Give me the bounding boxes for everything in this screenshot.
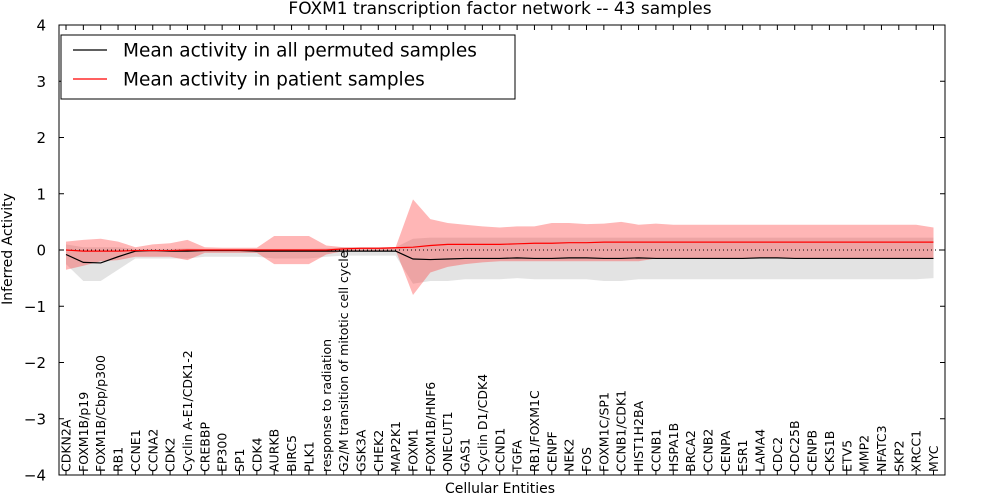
x-tick-label: GAS1 [458, 438, 473, 472]
x-tick-label: ETV5 [839, 440, 854, 472]
x-tick-label: BIRC5 [284, 435, 299, 472]
band-permuted [66, 237, 934, 284]
x-tick-label: CDKN2A [59, 419, 74, 472]
y-axis: 4 3 2 1 0 −1 −2 −3 −4 [24, 17, 945, 485]
y-tick-label: 1 [36, 185, 46, 203]
x-tick-label: FOXM1B/p19 [76, 392, 91, 472]
x-tick-label: RB1/FOXM1C [527, 390, 542, 472]
x-tick-label: CCNB2 [700, 429, 715, 472]
x-tick-label: FOXM1 [406, 428, 421, 472]
x-tick-label: CENPB [805, 430, 820, 472]
x-tick-label: EP300 [215, 433, 230, 472]
x-tick-label: response to radiation [319, 339, 334, 472]
x-tick-label: CDC2 [770, 437, 785, 472]
x-tick-label: GSK3A [353, 429, 368, 472]
x-axis: CDKN2A FOXM1B/p19 FOXM1B/Cbp/p300 RB1 CCNE1 C… [59, 25, 941, 475]
x-tick-label: CCNB1/CDK1 [614, 390, 629, 472]
x-axis-label: Cellular Entities [445, 481, 555, 497]
x-tick-label: CCNA2 [145, 429, 160, 472]
x-tick-label: CKS1B [822, 431, 837, 472]
x-tick-label: CCNB1 [648, 429, 663, 472]
x-tick-label: CCND1 [492, 428, 507, 472]
x-tick-label: CDK4 [249, 437, 264, 472]
y-axis-label: Inferred Activity [0, 193, 16, 305]
confidence-bands [66, 199, 934, 295]
x-tick-label: CDK2 [163, 437, 178, 472]
series-line-patient [65, 241, 934, 252]
x-tick-label: FOS [579, 447, 594, 472]
y-tick-label: 3 [36, 73, 46, 91]
y-tick-label: 2 [36, 129, 46, 147]
x-tick-label: MMP2 [857, 435, 872, 472]
x-tick-label: Cyclin D1/CDK4 [475, 374, 490, 472]
legend: Mean activity in all permuted samples Me… [60, 34, 516, 100]
series-lines [65, 241, 934, 264]
x-tick-label: FOXM1B/HNF6 [423, 382, 438, 472]
x-tick-label: ONECUT1 [440, 411, 455, 472]
chart-title: FOXM1 transcription factor network -- 43… [288, 0, 711, 19]
y-tick-label: −2 [24, 354, 46, 372]
x-tick-label: FOXM1C/SP1 [596, 392, 611, 472]
y-tick-label: 0 [36, 242, 46, 260]
x-tick-label: NEK2 [562, 439, 577, 472]
x-tick-label: MAP2K1 [388, 421, 403, 472]
x-tick-label: G2/M transition of mitotic cell cycle [336, 250, 351, 472]
x-tick-label: SP1 [232, 449, 247, 472]
x-tick-label: RB1 [111, 447, 126, 472]
y-tick-label: −1 [24, 298, 46, 316]
band-patient [66, 199, 934, 295]
y-tick-label: −4 [24, 467, 46, 485]
x-tick-label: TGFA [510, 440, 525, 473]
x-tick-label: SKP2 [891, 440, 906, 472]
x-tick-label: MYC [926, 445, 941, 472]
x-tick-label: CCNE1 [128, 429, 143, 472]
x-tick-label: XRCC1 [909, 430, 924, 472]
x-tick-label: CHEK2 [371, 430, 386, 472]
x-tick-label: CENPF [544, 431, 559, 472]
x-tick-label: CENPA [718, 430, 733, 472]
x-tick-label: HIST1H2BA [631, 400, 646, 472]
x-tick-label: CREBBP [197, 422, 212, 472]
y-tick-label: 4 [36, 17, 46, 35]
legend-label-permuted: Mean activity in all permuted samples [123, 41, 477, 62]
x-tick-label: FOXM1B/Cbp/p300 [93, 355, 108, 472]
y-tick-label: −3 [24, 410, 46, 428]
legend-label-patient: Mean activity in patient samples [123, 70, 425, 91]
x-tick-label: NFATC3 [874, 425, 889, 472]
x-tick-label: LAMA4 [753, 429, 768, 472]
x-tick-label: BRCA2 [683, 430, 698, 472]
x-tick-label: HSPA1B [666, 423, 681, 472]
x-tick-label: AURKB [267, 429, 282, 472]
legend-box [60, 34, 516, 100]
x-tick-label: CDC25B [787, 420, 802, 472]
x-tick-label: PLK1 [301, 441, 316, 472]
x-tick-label: ESR1 [735, 440, 750, 472]
x-tick-label: Cyclin A-E1/CDK1-2 [180, 350, 195, 472]
